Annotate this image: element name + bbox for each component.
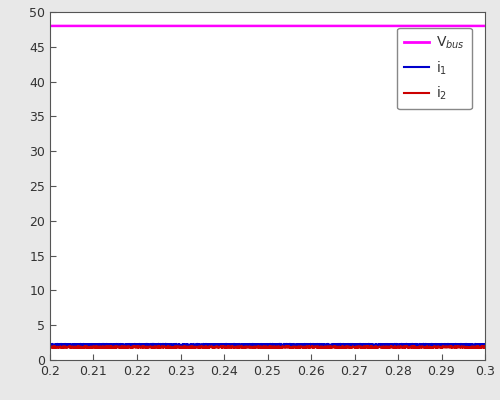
Legend: V$_{{bus}}$, i$_1$, i$_2$: V$_{{bus}}$, i$_1$, i$_2$ — [397, 28, 471, 109]
